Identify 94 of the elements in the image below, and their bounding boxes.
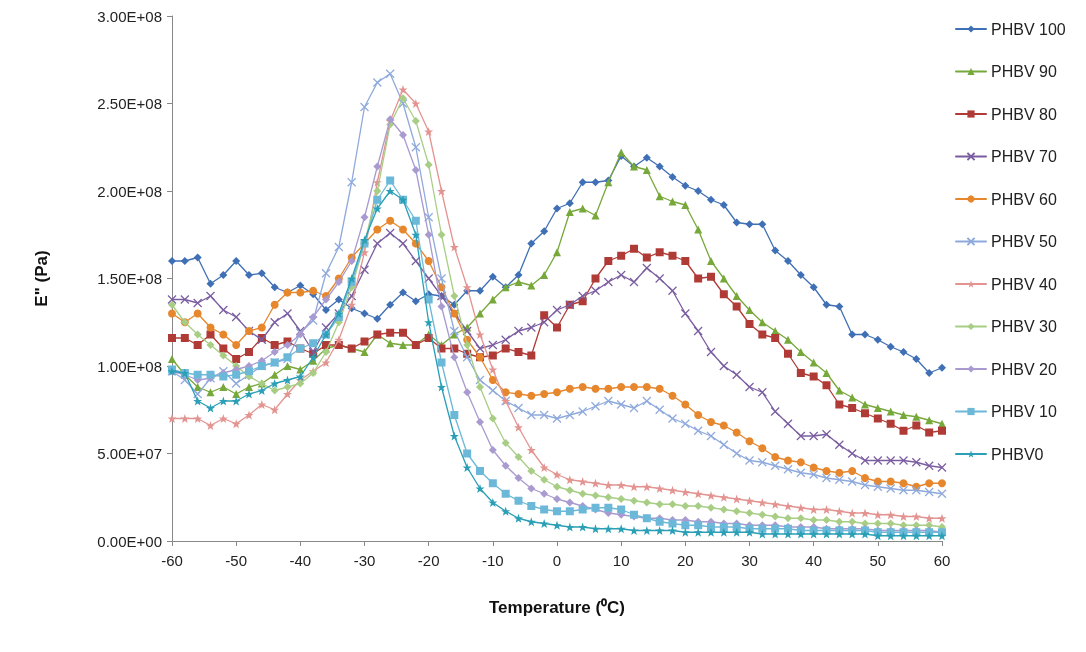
point: [322, 295, 330, 304]
point: [476, 309, 484, 318]
point: [283, 341, 292, 349]
x-tick-label: -10: [481, 552, 504, 569]
point: [707, 257, 715, 265]
y-tick-label: 2.00E+08: [97, 182, 162, 200]
point: [553, 495, 561, 503]
point: [745, 306, 754, 314]
point: [476, 418, 484, 426]
x-tick-label: 40: [805, 552, 823, 569]
point: [296, 365, 305, 374]
point: [219, 383, 228, 391]
point: [732, 292, 741, 300]
legend-label: PHBV 100: [991, 20, 1066, 38]
point: [822, 369, 831, 377]
point: [373, 162, 382, 171]
y-axis-title: E" (Pa): [32, 250, 51, 307]
point: [591, 211, 600, 220]
y-tick-label: 2.50E+08: [97, 95, 162, 112]
point: [168, 355, 176, 363]
point: [514, 474, 523, 482]
point: [527, 484, 536, 493]
point: [488, 446, 497, 454]
point: [424, 230, 433, 239]
point: [334, 278, 343, 286]
x-tick-label: 60: [933, 552, 951, 569]
legend-label: PHBV 20: [991, 360, 1057, 378]
point: [835, 386, 844, 395]
x-tick-label: 50: [869, 552, 887, 569]
point: [488, 295, 497, 304]
point: [463, 388, 472, 397]
point: [668, 197, 677, 206]
point: [873, 404, 882, 412]
point: [309, 313, 318, 321]
legend-label: PHBV 30: [991, 318, 1057, 335]
point: [270, 370, 279, 379]
x-tick-label: -60: [161, 552, 183, 569]
point: [848, 393, 857, 402]
legend-label: PHBV 40: [991, 275, 1057, 293]
x-axis-title: Temperature (⁰C): [488, 598, 626, 617]
y-tick-label: 1.00E+08: [97, 357, 162, 375]
x-tick-label: 20: [676, 552, 694, 569]
y-tick-label: 0.00E+00: [97, 532, 162, 550]
point: [450, 353, 459, 362]
x-tick-label: -30: [353, 552, 376, 569]
point: [784, 335, 792, 344]
x-tick-label: 10: [612, 552, 630, 569]
x-tick-label: 0: [552, 552, 562, 569]
point: [642, 166, 651, 174]
point: [540, 271, 549, 279]
point: [796, 348, 805, 356]
x-tick-label: -20: [417, 552, 440, 569]
legend-label: PHBV0: [991, 445, 1044, 463]
x-tick-label: -40: [289, 552, 312, 569]
point: [232, 390, 241, 398]
point: [399, 131, 407, 139]
x-tick-label: -50: [225, 552, 248, 569]
point: [360, 213, 369, 222]
point: [694, 225, 703, 234]
point: [245, 383, 253, 391]
point: [719, 274, 728, 283]
point: [527, 281, 536, 290]
point: [553, 248, 561, 257]
legend-label: PHBV 80: [991, 105, 1057, 123]
point: [578, 204, 587, 213]
y-tick-label: 5.00E+07: [97, 445, 162, 462]
point: [912, 412, 921, 421]
point: [809, 358, 818, 367]
x-tick-label: 30: [741, 552, 758, 569]
point: [411, 166, 420, 174]
point: [565, 498, 574, 507]
point: [565, 208, 574, 216]
point: [437, 302, 446, 311]
legend-label: PHBV 70: [991, 148, 1057, 165]
point: [347, 257, 356, 265]
y-tick-label: 1.50E+08: [97, 270, 162, 287]
legend-label: PHBV 50: [991, 233, 1057, 250]
point: [206, 388, 215, 397]
point: [399, 341, 407, 349]
point: [514, 278, 523, 286]
point: [360, 348, 369, 356]
legend-label: PHBV 90: [991, 63, 1057, 80]
point: [501, 461, 510, 470]
point: [617, 148, 626, 157]
point: [283, 362, 292, 370]
legend-label: PHBV 60: [991, 190, 1057, 208]
y-tick-label: 3.00E+08: [97, 7, 162, 25]
legend-label: PHBV 10: [991, 403, 1057, 420]
point: [886, 407, 895, 416]
point: [540, 489, 549, 498]
point: [681, 201, 690, 209]
point: [270, 348, 279, 356]
point: [861, 400, 869, 409]
point: [899, 411, 908, 419]
